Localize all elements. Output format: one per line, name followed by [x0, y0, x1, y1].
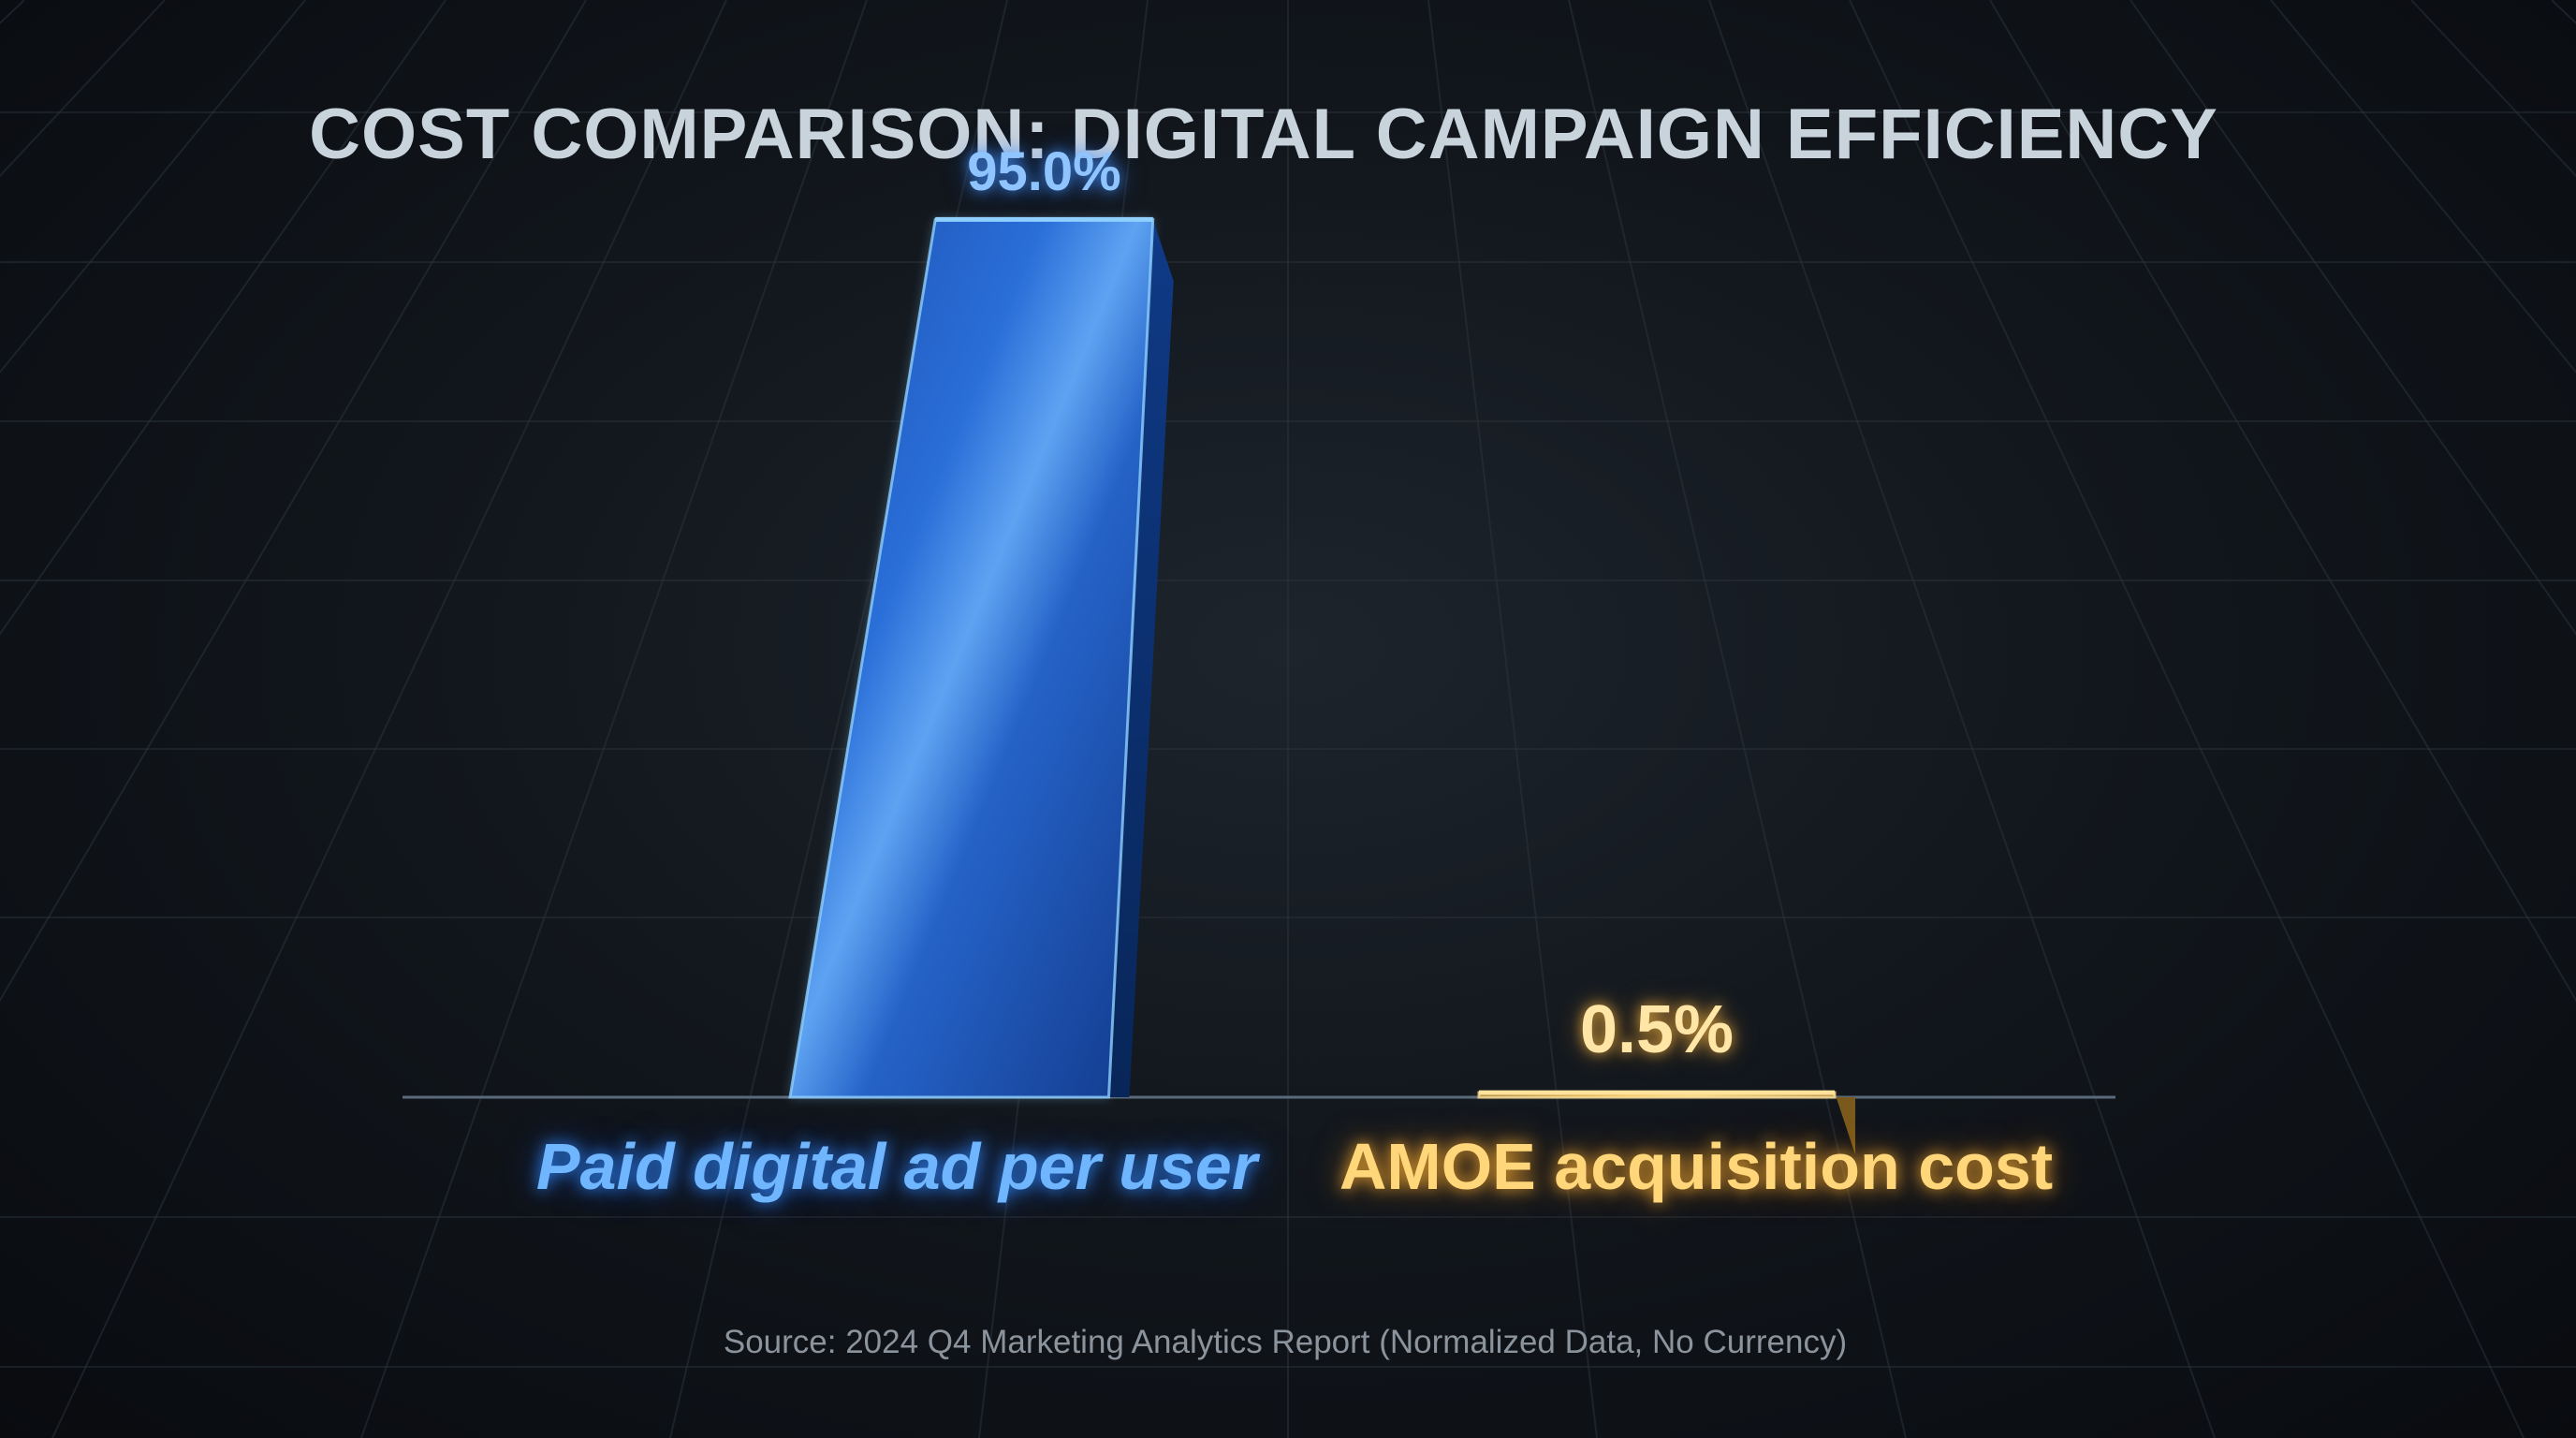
source-note: Source: 2024 Q4 Marketing Analytics Repo…: [723, 1324, 1848, 1360]
category-label-paid-digital: Paid digital ad per user: [535, 1130, 1258, 1203]
grid-line-vertical: [51, 0, 727, 1438]
grid-line-vertical: [2130, 0, 2576, 636]
grid-line-vertical: [2270, 0, 2576, 374]
grid-line-vertical: [1427, 0, 1598, 1438]
bar-paid-digital-front: [788, 217, 1155, 1099]
bar-value-label-paid-digital: 95.0%: [967, 141, 1121, 203]
bar-amoe: [1477, 1090, 1855, 1155]
grid-line-vertical: [1708, 0, 2216, 1438]
bar-paid-digital: [788, 216, 1174, 1099]
grid-line-vertical: [1568, 0, 1907, 1438]
grid-line-vertical: [1849, 0, 2525, 1438]
bar-amoe-side: [1835, 1093, 1855, 1155]
grid-line-vertical: [1989, 0, 2576, 1003]
category-label-amoe: AMOE acquisition cost: [1339, 1130, 2054, 1203]
bar-paid-digital-side: [1108, 219, 1174, 1098]
grid-line-vertical: [0, 0, 446, 636]
grid-line-vertical: [0, 0, 306, 374]
chart-title: COST COMPARISON: DIGITAL CAMPAIGN EFFICI…: [309, 95, 2218, 174]
grid-line-vertical: [360, 0, 868, 1438]
bar-value-label-amoe: 0.5%: [1579, 992, 1734, 1068]
grid-line-vertical: [0, 0, 587, 1003]
